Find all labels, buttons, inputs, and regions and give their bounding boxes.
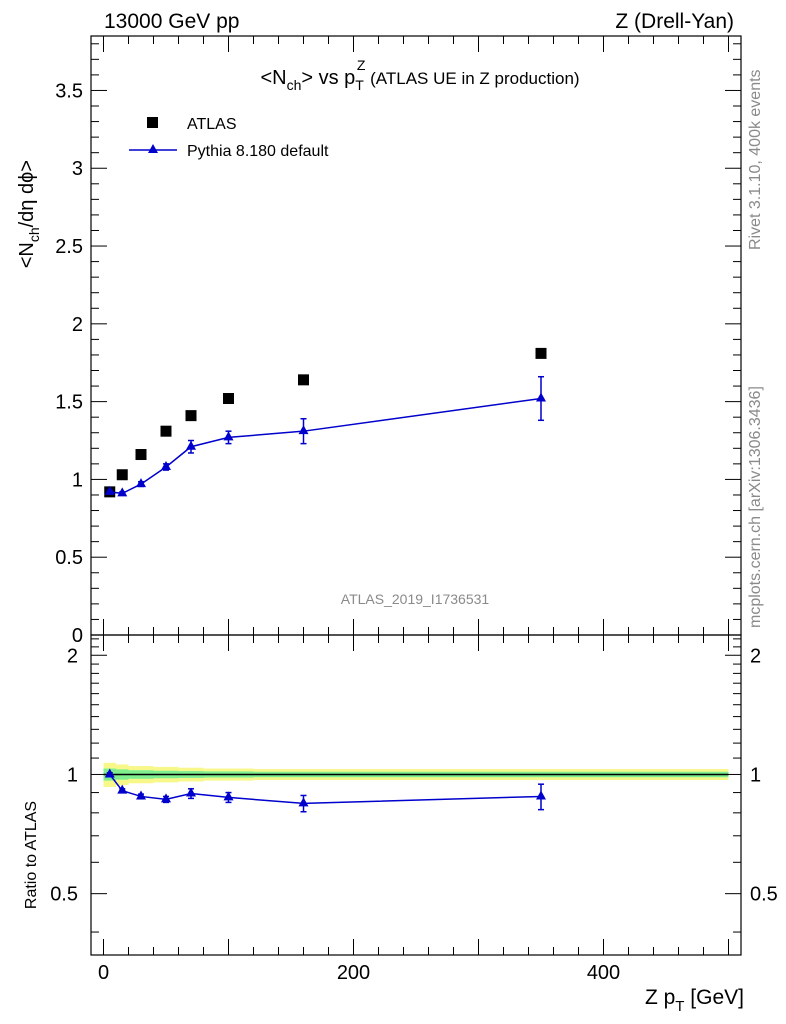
pythia-line xyxy=(109,397,542,495)
ratio-pythia-point xyxy=(536,790,546,800)
x-tick-label: 400 xyxy=(587,962,620,984)
x-tick-label: 200 xyxy=(337,962,370,984)
ratio-pythia-point xyxy=(298,797,309,807)
y-tick-label: 1.5 xyxy=(55,392,83,414)
y-tick-label: 2 xyxy=(72,314,83,336)
y-tick-label: 3 xyxy=(72,158,83,180)
ratio-y-tick-label-right: 1 xyxy=(750,764,761,786)
y-tick-label: 0.5 xyxy=(55,547,83,569)
atlas-data-point xyxy=(135,449,147,461)
y-tick-label: 1 xyxy=(72,469,83,491)
ratio-panel: 0 200 400 0.5 0.5 1 1 2 2 xyxy=(50,619,778,984)
main-y-axis-label: <Nch/dη dϕ> xyxy=(16,160,42,268)
ratio-pythia-point xyxy=(117,784,128,794)
pythia-point xyxy=(223,431,234,441)
pythia-point xyxy=(104,485,115,495)
ratio-frame xyxy=(90,634,742,956)
pythia-point xyxy=(117,487,128,497)
y-tick-label: 2.5 xyxy=(55,236,83,258)
ratio-y-axis-label: Ratio to ATLAS xyxy=(23,801,40,909)
y-tick-label: 3.5 xyxy=(55,80,83,102)
energy-label: 13000 GeV pp xyxy=(104,10,239,33)
ratio-y-tick-label: 0.5 xyxy=(50,884,78,906)
ratio-y-tick-label: 1 xyxy=(67,764,78,786)
plot-title: <Nch> vs pTZ (ATLAS UE in Z production) xyxy=(260,57,579,93)
main-panel: 0 0.5 1 1.5 2 2.5 3 3.5 xyxy=(55,35,742,647)
atlas-data-point xyxy=(116,469,128,481)
legend-pythia-marker xyxy=(148,144,158,153)
process-label: Z (Drell-Yan) xyxy=(615,10,734,33)
analysis-label: ATLAS_2019_I1736531 xyxy=(341,591,490,607)
pythia-point xyxy=(136,478,146,488)
ratio-y-tick-label-right: 2 xyxy=(750,645,761,667)
y-tick-label: 0 xyxy=(72,625,83,647)
ratio-pythia-point xyxy=(186,787,196,797)
pythia-point xyxy=(536,392,546,402)
legend: ATLAS Pythia 8.180 default xyxy=(129,116,329,160)
mcplots-label: mcplots.cern.ch [arXiv:1306.3436] xyxy=(747,386,764,628)
atlas-data-point xyxy=(185,410,197,422)
ratio-y-tick-label-right: 0.5 xyxy=(750,884,778,906)
x-axis-label: Z pT [GeV] xyxy=(645,986,744,1015)
ratio-pythia-point xyxy=(104,768,115,778)
pythia-point xyxy=(186,440,196,450)
x-tick-label: 0 xyxy=(98,962,109,984)
ratio-pythia-point xyxy=(161,793,171,803)
pythia-point xyxy=(298,425,309,435)
atlas-data-point xyxy=(298,374,309,386)
legend-atlas-marker xyxy=(147,117,158,128)
ratio-y-tick-label: 2 xyxy=(67,645,78,667)
ratio-pythia-point xyxy=(136,790,146,800)
atlas-data-point xyxy=(223,393,234,405)
rivet-version-label: Rivet 3.1.10, 400k events xyxy=(747,69,764,250)
pythia-point xyxy=(161,460,171,470)
ratio-pythia-point xyxy=(223,791,234,801)
atlas-data-point xyxy=(535,347,547,359)
legend-pythia-label: Pythia 8.180 default xyxy=(187,143,329,160)
legend-atlas-label: ATLAS xyxy=(187,116,237,133)
atlas-data-point xyxy=(160,425,172,437)
